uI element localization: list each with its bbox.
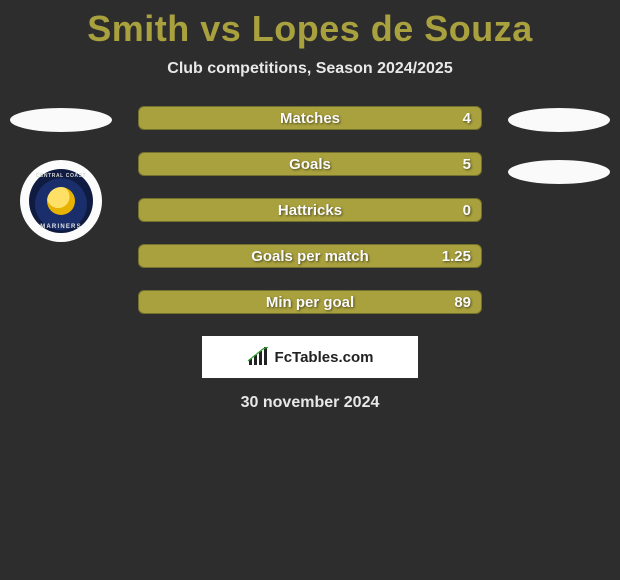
right-player-column	[504, 106, 614, 206]
mariners-badge-icon: CENTRAL COAST MARINERS	[29, 169, 93, 233]
badge-ball-icon	[47, 187, 75, 215]
page-subtitle: Club competitions, Season 2024/2025	[0, 60, 620, 78]
bar-chart-icon	[247, 347, 269, 367]
stat-label: Hattricks	[278, 202, 342, 219]
stat-value: 0	[463, 202, 471, 219]
badge-text-bottom: MARINERS	[40, 224, 82, 230]
stat-value: 4	[463, 110, 471, 127]
stat-bar-min-per-goal: Min per goal 89	[138, 290, 482, 314]
right-player-photo-placeholder	[508, 108, 610, 132]
stat-bar-goals-per-match: Goals per match 1.25	[138, 244, 482, 268]
stat-label: Goals	[289, 156, 331, 173]
stat-label: Matches	[280, 110, 340, 127]
stat-value: 5	[463, 156, 471, 173]
stat-bar-hattricks: Hattricks 0	[138, 198, 482, 222]
stat-bar-matches: Matches 4	[138, 106, 482, 130]
stat-value: 89	[454, 294, 471, 311]
stat-value: 1.25	[442, 248, 471, 265]
left-player-column: CENTRAL COAST MARINERS	[6, 106, 116, 242]
page-title: Smith vs Lopes de Souza	[0, 0, 620, 50]
comparison-area: CENTRAL COAST MARINERS Matches 4 Goals 5…	[0, 106, 620, 314]
brand-name: FcTables.com	[275, 349, 374, 366]
left-player-photo-placeholder	[10, 108, 112, 132]
right-club-badge-placeholder	[508, 160, 610, 184]
badge-text-top: CENTRAL COAST	[36, 173, 87, 179]
left-club-badge: CENTRAL COAST MARINERS	[20, 160, 102, 242]
stat-bar-goals: Goals 5	[138, 152, 482, 176]
stat-bars: Matches 4 Goals 5 Hattricks 0 Goals per …	[138, 106, 482, 314]
stat-label: Min per goal	[266, 294, 354, 311]
stat-label: Goals per match	[251, 248, 369, 265]
generation-date: 30 november 2024	[0, 394, 620, 412]
brand-attribution[interactable]: FcTables.com	[202, 336, 418, 378]
